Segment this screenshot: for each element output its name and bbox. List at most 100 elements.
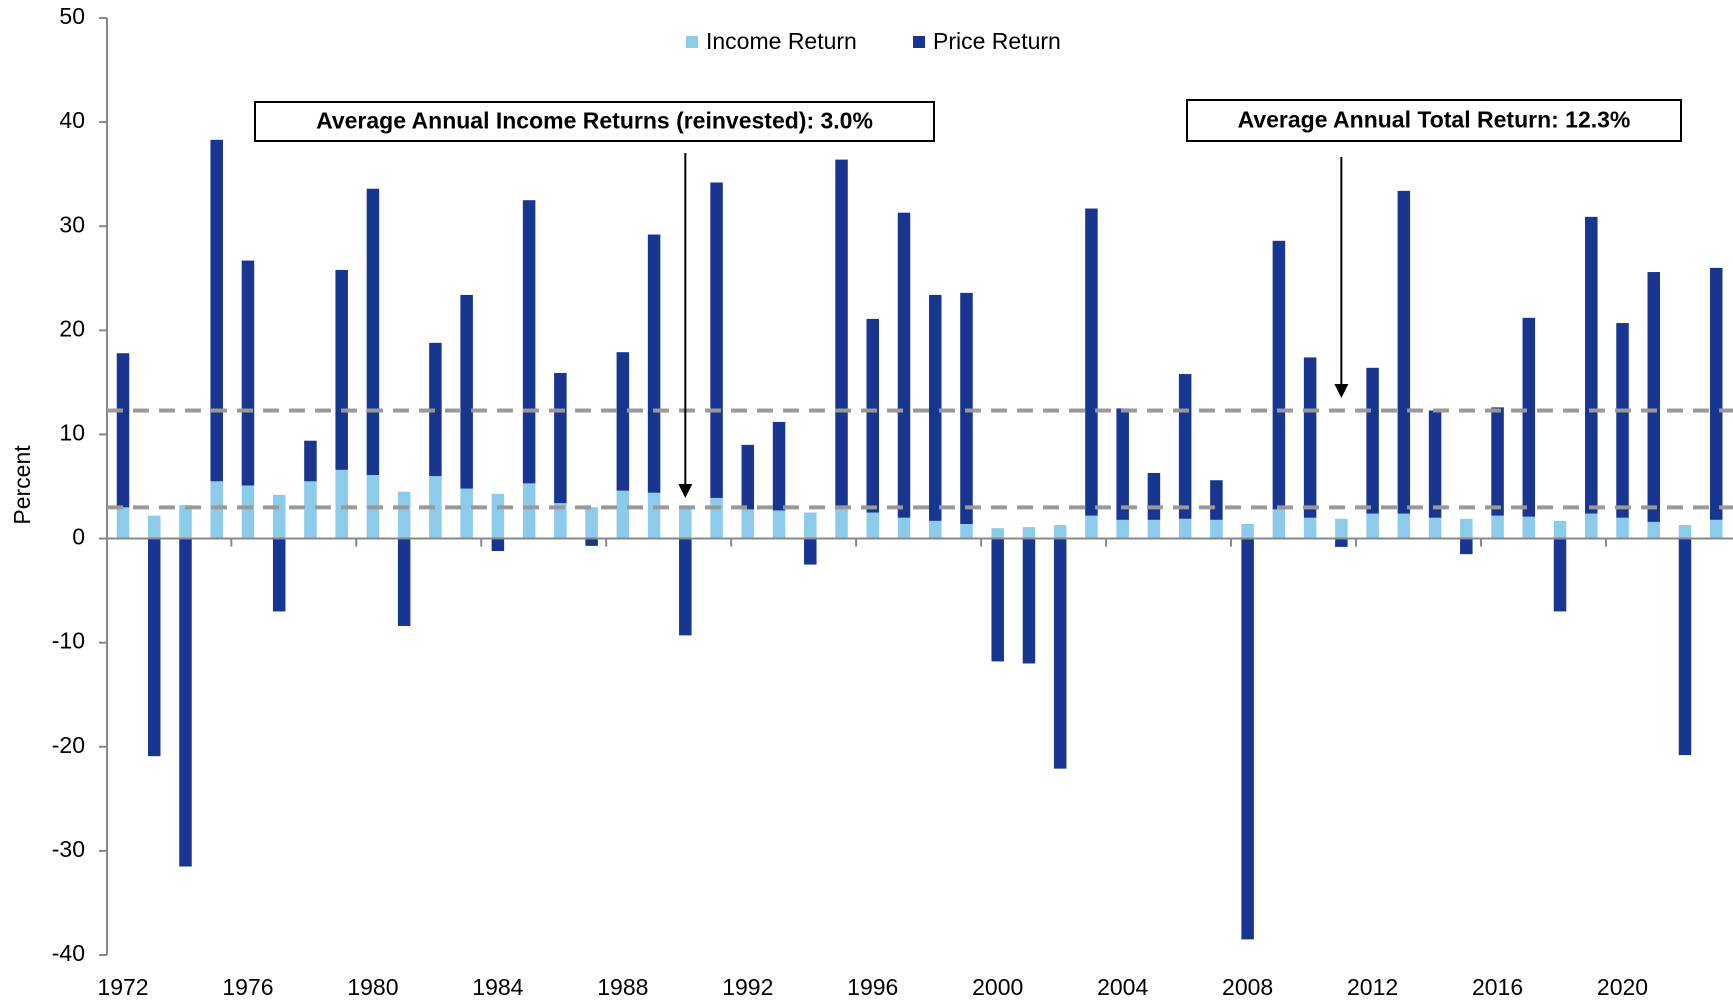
bar-income — [1085, 515, 1098, 539]
bar-income — [710, 497, 723, 539]
bar-price — [366, 188, 380, 476]
bar-price — [772, 421, 786, 511]
bar-income — [1491, 515, 1504, 539]
bar-income — [1116, 519, 1129, 539]
bar-income — [522, 483, 536, 539]
bar-price — [647, 234, 661, 493]
bar-price — [1210, 480, 1223, 520]
bar-income — [835, 508, 848, 539]
bar-income — [1647, 521, 1661, 539]
bar-income — [460, 488, 473, 539]
bar-price — [1366, 367, 1379, 514]
bar-price — [1491, 407, 1504, 516]
legend-label: Income Return — [706, 28, 857, 54]
bar-income — [1397, 513, 1411, 539]
bar-price — [1522, 317, 1536, 517]
y-tick-label: 40 — [59, 107, 85, 133]
legend-swatch — [913, 36, 925, 48]
bar-price — [991, 538, 1004, 662]
bar-price — [928, 294, 942, 521]
bar-income — [1616, 517, 1629, 539]
bar-price — [116, 353, 130, 508]
bar-price — [554, 373, 567, 504]
bar-income — [116, 507, 130, 539]
bar-price — [1303, 357, 1317, 518]
x-tick-label: 2004 — [1097, 974, 1148, 1000]
bar-price — [1647, 272, 1661, 522]
bar-income — [210, 481, 223, 539]
y-tick-label: 50 — [59, 3, 85, 29]
bar-price — [460, 294, 473, 489]
bar-price — [897, 212, 911, 518]
x-tick-label: 1972 — [97, 974, 148, 1000]
bar-price — [616, 352, 630, 491]
bar-income — [1522, 516, 1536, 539]
bar-income — [866, 512, 880, 539]
bar-price — [522, 200, 536, 484]
arrow-head — [678, 484, 693, 498]
bar-price — [1022, 538, 1036, 664]
bar-income — [1553, 520, 1567, 539]
bar-price — [491, 538, 505, 552]
bar-price — [1085, 208, 1098, 516]
y-tick-label: 0 — [72, 524, 85, 550]
bar-income — [928, 520, 942, 539]
bar-price — [272, 538, 286, 612]
x-tick-label: 1980 — [347, 974, 398, 1000]
bar-income — [1303, 517, 1317, 539]
bar-price — [679, 538, 692, 636]
bar-price — [210, 139, 223, 482]
bar-income — [272, 494, 286, 539]
bar-price — [960, 292, 973, 524]
bar-price — [1272, 240, 1286, 510]
bar-income — [397, 491, 411, 539]
bar-price — [1553, 538, 1567, 612]
annotation-box — [254, 101, 935, 142]
legend-label: Price Return — [933, 28, 1061, 54]
x-tick-label: 1992 — [722, 974, 773, 1000]
bar-income — [1210, 519, 1223, 539]
bar-price — [397, 538, 411, 627]
bar-income — [991, 528, 1004, 539]
bar-price — [304, 440, 317, 482]
x-tick-label: 1988 — [597, 974, 648, 1000]
y-tick-label: -40 — [52, 940, 85, 966]
bar-income — [679, 507, 692, 539]
bar-income — [1272, 509, 1286, 539]
bar-price — [1709, 267, 1723, 520]
y-tick-label: -10 — [52, 628, 85, 654]
bar-income — [554, 503, 567, 539]
bar-income — [1022, 527, 1036, 539]
x-tick-label: 1984 — [472, 974, 523, 1000]
annotation-box — [1186, 99, 1682, 142]
bar-price — [1585, 216, 1598, 514]
bar-price — [1678, 538, 1692, 756]
bar-income — [1366, 513, 1379, 539]
bar-price — [1053, 538, 1067, 769]
x-tick-label: 2012 — [1347, 974, 1398, 1000]
bar-price — [335, 269, 348, 470]
bar-price — [1116, 408, 1129, 520]
bar-income — [241, 485, 255, 539]
bar-price — [866, 318, 880, 513]
bar-income — [1335, 518, 1348, 539]
y-tick-label: 10 — [59, 420, 85, 446]
bar-income — [804, 512, 817, 539]
bar-income — [897, 517, 911, 539]
x-tick-label: 2000 — [972, 974, 1023, 1000]
annotation: Average Annual Total Return: 12.3% — [1238, 107, 1631, 133]
x-tick-label: 1996 — [847, 974, 898, 1000]
bar-income — [741, 509, 755, 539]
bar-price — [585, 538, 598, 546]
annotation: Average Annual Income Returns (reinveste… — [316, 108, 873, 134]
bar-price — [147, 538, 161, 757]
bar-price — [741, 444, 755, 510]
bar-income — [1709, 519, 1723, 539]
bar-income — [429, 476, 442, 539]
bar-income — [1241, 523, 1254, 539]
y-tick-label: -30 — [52, 836, 85, 862]
bar-price — [1397, 190, 1411, 514]
bar-price — [1616, 323, 1629, 518]
bar-income — [1178, 518, 1192, 539]
bar-income — [960, 523, 973, 539]
